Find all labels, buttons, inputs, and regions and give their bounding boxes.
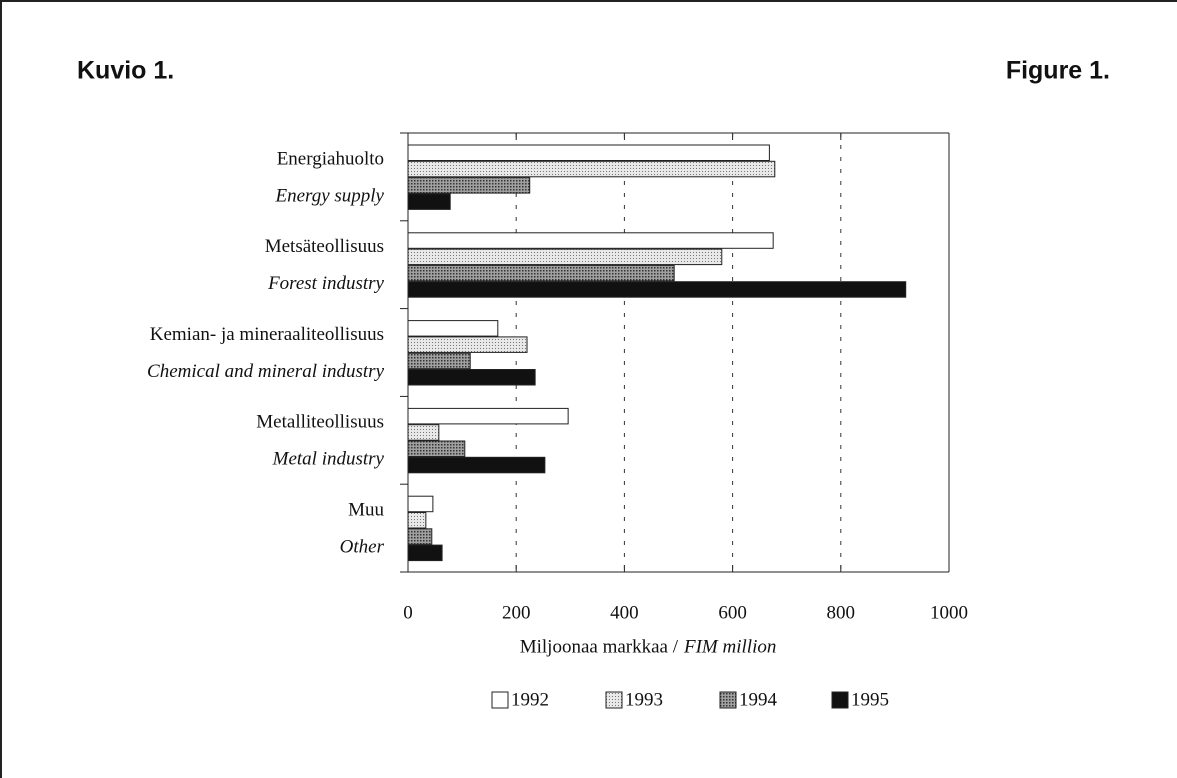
- legend-swatch: [831, 691, 849, 709]
- legend-swatch: [719, 691, 737, 709]
- category-label: Muu: [348, 499, 384, 520]
- legend-swatch: [605, 691, 623, 709]
- bar: [407, 320, 499, 337]
- bar: [407, 281, 907, 298]
- bar: [407, 407, 569, 425]
- bar: [407, 440, 466, 457]
- bar: [407, 336, 528, 353]
- category-label-en: Other: [340, 536, 385, 557]
- x-tick-label: 1000: [930, 602, 968, 623]
- x-tick-label: 400: [610, 602, 639, 623]
- x-tick-label: 800: [827, 602, 856, 623]
- bar: [407, 177, 531, 194]
- bar: [407, 232, 774, 249]
- x-tick-label: 0: [403, 602, 413, 623]
- bar: [407, 528, 433, 545]
- x-tick-label: 600: [718, 602, 747, 623]
- bar: [407, 456, 546, 474]
- chart-title: Kuvio 1.: [77, 57, 174, 85]
- bar: [407, 424, 440, 441]
- bar: [407, 264, 675, 282]
- x-axis-label-en: FIM million: [683, 636, 776, 657]
- bar: [407, 369, 536, 386]
- bar: [407, 193, 451, 210]
- legend-label: 1993: [625, 689, 663, 710]
- bar: [407, 352, 471, 370]
- chart-title-en: Figure 1.: [1006, 57, 1110, 85]
- x-tick-label: 200: [502, 602, 531, 623]
- x-axis-label: Miljoonaa markkaa /: [520, 636, 679, 657]
- legend-label: 1992: [511, 689, 549, 710]
- bar: [407, 248, 723, 266]
- bar: [407, 544, 443, 562]
- category-label: Energiahuolto: [277, 148, 384, 169]
- category-label-en: Energy supply: [274, 185, 384, 206]
- legend-label: 1994: [739, 689, 778, 710]
- category-label: Kemian- ja mineraaliteollisuus: [150, 324, 384, 345]
- category-label: Metsäteollisuus: [265, 236, 384, 257]
- category-label-en: Chemical and mineral industry: [147, 361, 385, 382]
- category-label-en: Metal industry: [272, 449, 385, 470]
- category-label: Metalliteollisuus: [256, 412, 384, 433]
- bar: [407, 512, 427, 529]
- category-label-en: Forest industry: [267, 273, 384, 294]
- legend-label: 1995: [851, 689, 889, 710]
- bar: [407, 160, 776, 178]
- bar: [407, 495, 434, 513]
- legend-swatch: [491, 691, 509, 709]
- bar: [407, 144, 770, 161]
